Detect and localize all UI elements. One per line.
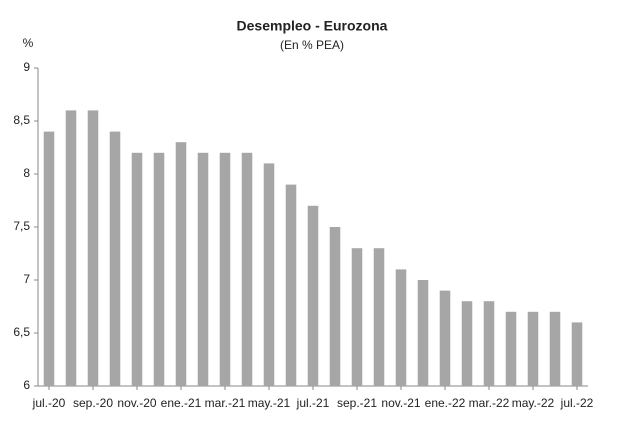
bar <box>241 152 253 386</box>
bar <box>439 290 451 386</box>
bar <box>285 184 297 386</box>
x-tick-label: jul.-20 <box>32 396 66 410</box>
bar <box>417 280 429 386</box>
x-tick-label: may.-21 <box>248 396 291 410</box>
x-tick-label: sep.-20 <box>73 396 113 410</box>
bar <box>549 311 561 386</box>
bar <box>395 269 407 386</box>
y-tick-label: 9 <box>23 60 30 74</box>
x-tick-label: mar.-21 <box>205 396 246 410</box>
bar <box>65 110 77 387</box>
y-tick-label: 6 <box>23 378 30 392</box>
bar <box>219 152 231 386</box>
x-tick-label: ene.-22 <box>425 396 466 410</box>
x-tick-label: nov.-20 <box>117 396 156 410</box>
y-axis-label: % <box>23 36 34 50</box>
y-tick-label: 8,5 <box>13 113 30 127</box>
bar <box>43 131 55 386</box>
x-tick-label: ene.-21 <box>161 396 202 410</box>
bar <box>571 322 583 386</box>
bar <box>153 152 165 386</box>
x-tick-label: sep.-21 <box>337 396 377 410</box>
bar <box>307 205 319 386</box>
bar <box>109 131 121 386</box>
x-tick-label: jul.-21 <box>296 396 330 410</box>
y-tick-label: 8 <box>23 166 30 180</box>
x-tick-label: nov.-21 <box>381 396 420 410</box>
bar <box>351 248 363 386</box>
bar <box>197 152 209 386</box>
chart-subtitle: (En % PEA) <box>280 38 344 52</box>
bar <box>87 110 99 387</box>
bar <box>175 142 187 386</box>
x-tick-label: jul.-22 <box>560 396 594 410</box>
bar <box>263 163 275 386</box>
y-tick-label: 6,5 <box>13 325 30 339</box>
bar <box>483 301 495 386</box>
chart-title: Desempleo - Eurozona <box>237 18 388 34</box>
x-tick-label: mar.-22 <box>469 396 510 410</box>
bar <box>527 311 539 386</box>
bar <box>505 311 517 386</box>
bar <box>131 152 143 386</box>
x-tick-label: may.-22 <box>512 396 555 410</box>
bar <box>329 227 341 386</box>
y-tick-label: 7,5 <box>13 219 30 233</box>
bar <box>373 248 385 386</box>
y-tick-label: 7 <box>23 272 30 286</box>
bar <box>461 301 473 386</box>
